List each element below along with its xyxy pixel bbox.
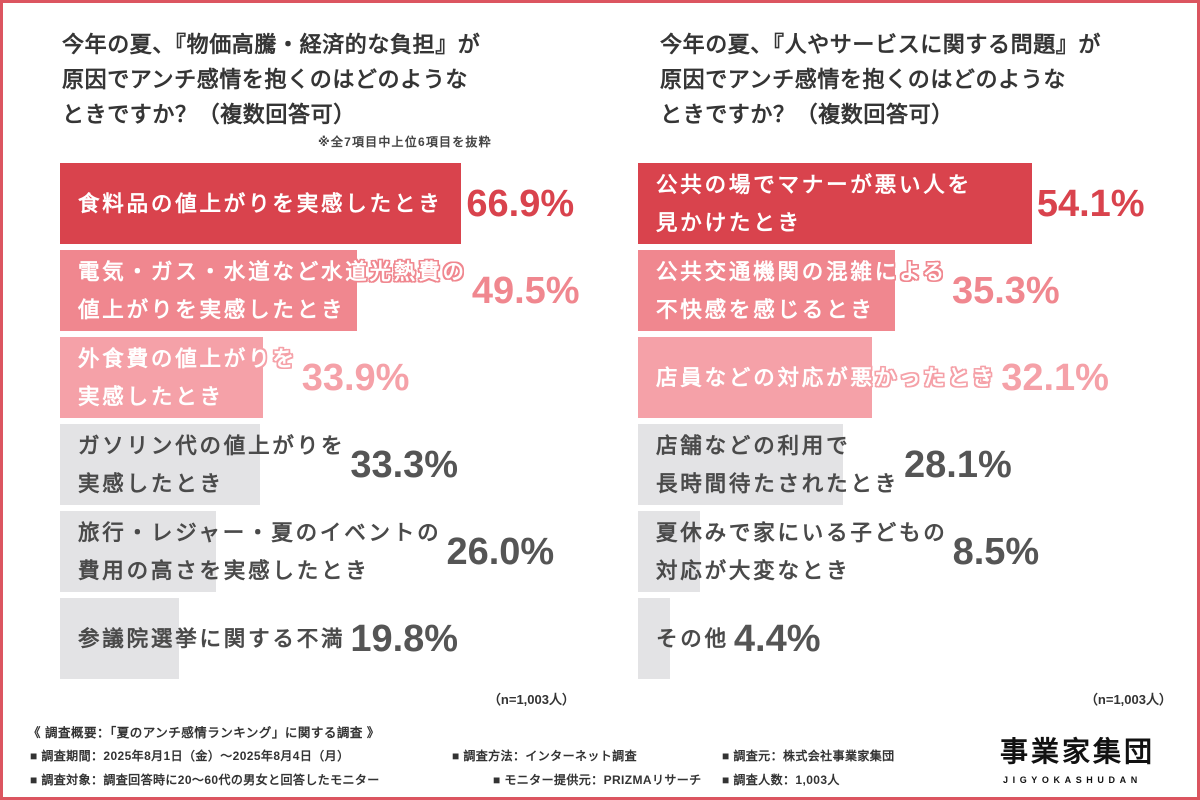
bar <box>60 598 179 679</box>
survey-item-method: ■ 調査方法：インターネット調査 <box>452 749 637 763</box>
category-label: 旅行・レジャー・夏のイベントの 費用の高さを実感したとき <box>78 520 442 583</box>
survey-item-respondents: ■ 調査人数：1,003人 <box>722 773 840 787</box>
bar <box>638 163 1032 244</box>
bar-row: 公共の場でマナーが悪い人を 見かけたとき 54.1% <box>638 163 1178 244</box>
category-label: 電気・ガス・水道など水道光熱費の 値上がりを実感したとき <box>78 259 467 322</box>
value-label: 26.0% <box>446 530 555 573</box>
bar <box>638 337 872 418</box>
value-label: 33.9% <box>301 356 410 399</box>
bar-row: 店員などの対応が悪かったとき 32.1% <box>638 337 1178 418</box>
bar-annotation: 電気・ガス・水道など水道光熱費の 値上がりを実感したとき 49.5% <box>60 253 580 329</box>
survey-item-period: ■ 調査期間：2025年8月1日（金）～2025年8月4日（月） <box>30 749 350 763</box>
bar-annotation: 店員などの対応が悪かったとき 32.1% <box>638 356 1109 400</box>
value-label: 28.1% <box>904 443 1012 486</box>
bar <box>60 424 260 505</box>
bar <box>60 250 357 331</box>
bar <box>60 163 462 244</box>
chart-title: 今年の夏、『人やサービスに関する問題』が 原因でアンチ感情を抱くのはどのような … <box>660 32 1102 127</box>
value-label: 66.9% <box>466 182 575 225</box>
bar <box>60 337 264 418</box>
bar-annotation: 外食費の値上がりを 実感したとき 33.9% <box>60 340 409 416</box>
bar-row: 夏休みで家にいる子どもの 対応が大変なとき 8.5% <box>638 511 1178 592</box>
logo-romaji: JIGYOKASHUDAN <box>1003 775 1142 785</box>
bar-list: 食料品の値上がりを実感したとき 66.9% 電気・ガス・水道など水道光熱費の 値上が… <box>60 163 620 679</box>
value-label: 19.8% <box>350 617 459 660</box>
bar-row: 店舗などの利用で 長時間待たされたとき 28.1% <box>638 424 1178 505</box>
bar-annotation: ガソリン代の値上がりを 実感したとき 33.3% <box>60 427 458 503</box>
category-label: 外食費の値上がりを 実感したとき <box>78 346 297 409</box>
bar-annotation: 参議院選挙に関する不満 19.8% <box>60 617 458 661</box>
category-label: ガソリン代の値上がりを 実感したとき <box>78 433 346 496</box>
bar <box>638 424 843 505</box>
chart-panel-people-services: 今年の夏、『人やサービスに関する問題』が 原因でアンチ感情を抱くのはどのような … <box>638 0 1178 720</box>
bar-row: 食料品の値上がりを実感したとき 66.9% <box>60 163 620 244</box>
bar-annotation: 店舗などの利用で 長時間待たされたとき 28.1% <box>638 427 1012 503</box>
category-label: 店員などの対応が悪かったとき <box>656 365 997 390</box>
bar-row: 参議院選挙に関する不満 19.8% <box>60 598 620 679</box>
bar-row: ガソリン代の値上がりを 実感したとき 33.3% <box>60 424 620 505</box>
value-label: 49.5% <box>471 269 580 312</box>
logo-wordmark: 事業家集団 <box>1000 736 1156 767</box>
value-label: 8.5% <box>952 530 1040 573</box>
bar-row: その他 4.4% <box>638 598 1178 679</box>
chart-title: 今年の夏、『物価高騰・経済的な負担』が 原因でアンチ感情を抱くのはどのような と… <box>62 32 481 127</box>
chart-panel-economic-burden: 今年の夏、『物価高騰・経済的な負担』が 原因でアンチ感情を抱くのはどのような と… <box>60 0 620 720</box>
bar-annotation: 夏休みで家にいる子どもの 対応が大変なとき 8.5% <box>638 514 1039 590</box>
bar-row: 外食費の値上がりを 実感したとき 33.9% <box>60 337 620 418</box>
value-label: 33.3% <box>350 443 459 486</box>
bar-row: 電気・ガス・水道など水道光熱費の 値上がりを実感したとき 49.5% <box>60 250 620 331</box>
category-label: 参議院選挙に関する不満 <box>78 626 346 651</box>
company-logo: 事業家集団 JIGYOKASHUDAN <box>1000 735 1170 786</box>
value-label: 32.1% <box>1001 356 1109 399</box>
category-label: 公共交通機関の混雑による 不快感を感じるとき <box>656 259 947 322</box>
bar-list: 公共の場でマナーが悪い人を 見かけたとき 54.1% 公共交通機関の混雑による 不快… <box>638 163 1178 679</box>
bar-annotation: 公共の場でマナーが悪い人を 見かけたとき 54.1% <box>638 166 1145 242</box>
value-label: 4.4% <box>733 617 821 660</box>
value-label: 35.3% <box>951 269 1060 312</box>
survey-heading: 《 調査概要：「夏のアンチ感情ランキング」に関する調査 》 <box>28 726 380 740</box>
survey-item-panel-provider: ■ モニター提供元：PRIZMAリサーチ <box>493 773 702 787</box>
bar-annotation: その他 4.4% <box>638 617 821 661</box>
category-label: 食料品の値上がりを実感したとき <box>78 191 443 216</box>
survey-item-source: ■ 調査元：株式会社事業家集団 <box>722 749 895 763</box>
category-label: 公共の場でマナーが悪い人を 見かけたとき <box>656 172 972 235</box>
category-label: 夏休みで家にいる子どもの 対応が大変なとき <box>656 520 948 583</box>
category-label: 店舗などの利用で 長時間待たされたとき <box>656 433 900 496</box>
bar-annotation: 公共交通機関の混雑による 不快感を感じるとき 35.3% <box>638 253 1060 329</box>
bar-annotation: 食料品の値上がりを実感したとき 66.9% <box>60 182 574 226</box>
bar-row: 旅行・レジャー・夏のイベントの 費用の高さを実感したとき 26.0% <box>60 511 620 592</box>
bar <box>60 511 216 592</box>
sample-size-note: （n=1,003人） <box>487 692 575 707</box>
bar <box>638 511 700 592</box>
sample-size-note: （n=1,003人） <box>1084 692 1172 707</box>
value-label: 54.1% <box>1036 182 1145 225</box>
chart-note: ※全7項目中上位6項目を抜粋 <box>318 135 492 149</box>
bar-annotation: 旅行・レジャー・夏のイベントの 費用の高さを実感したとき 26.0% <box>60 514 554 590</box>
survey-item-target: ■ 調査対象：調査回答時に20～60代の男女と回答したモニター <box>30 773 380 787</box>
bar <box>638 250 895 331</box>
bar-row: 公共交通機関の混雑による 不快感を感じるとき 35.3% <box>638 250 1178 331</box>
category-label: その他 <box>656 626 729 651</box>
bar <box>638 598 671 679</box>
